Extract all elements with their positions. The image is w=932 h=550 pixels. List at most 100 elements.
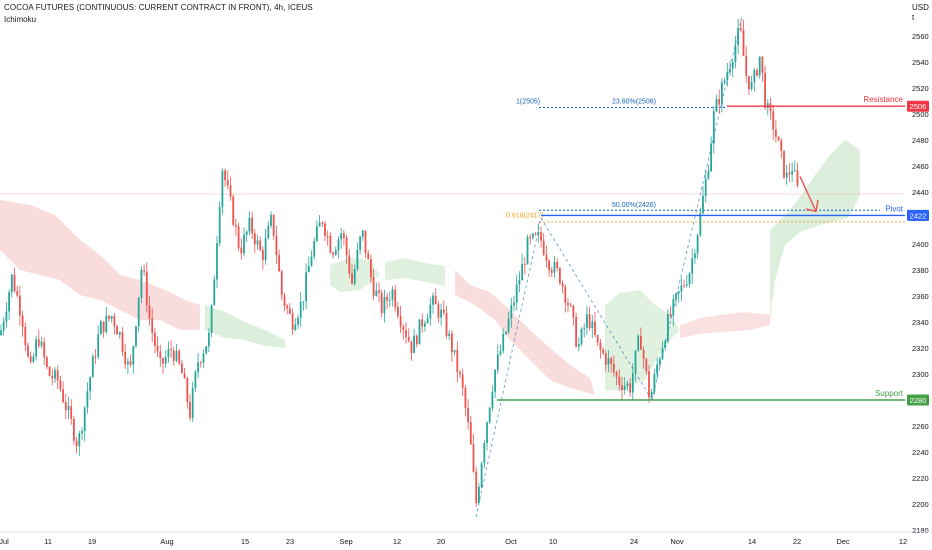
candle-body: [13, 274, 16, 292]
candle-body: [483, 443, 486, 464]
trend-line: [475, 217, 542, 518]
resistance-label: Resistance: [863, 95, 903, 104]
candle-body: [224, 170, 226, 181]
candle-body: [164, 357, 167, 364]
candle-body: [178, 350, 181, 364]
candle-body: [40, 341, 43, 346]
candle-body: [267, 225, 270, 239]
candle-body: [375, 290, 378, 296]
candle-body: [469, 422, 472, 445]
candle-body: [410, 341, 413, 354]
candle-body: [494, 369, 496, 392]
candle-body: [648, 371, 650, 398]
price-tick: 2220: [912, 474, 929, 483]
price-tick: 2240: [912, 448, 929, 457]
candle-body: [499, 350, 502, 355]
candle-body: [650, 391, 653, 398]
candle-body: [448, 333, 451, 336]
candle-body: [264, 238, 267, 260]
candle-body: [183, 373, 186, 379]
candle-body: [270, 214, 272, 226]
candle-body: [283, 295, 286, 306]
candle-body: [413, 335, 415, 354]
candle-body: [434, 295, 437, 305]
candle-body: [313, 241, 316, 257]
candle-body: [537, 232, 540, 235]
candle-body: [478, 486, 480, 503]
candle-body: [240, 247, 243, 254]
time-tick: 12: [393, 537, 401, 546]
unit-label: t: [912, 13, 915, 22]
time-tick: Sep: [339, 537, 352, 546]
pivot-price-tag: [907, 209, 929, 221]
candle-body: [108, 315, 110, 319]
candle-body: [721, 82, 723, 105]
candle-body: [642, 349, 645, 359]
support-price-text: 2280: [910, 396, 927, 405]
candle-body: [424, 323, 426, 327]
candle-body: [299, 301, 302, 318]
cloud-segment: [385, 258, 445, 286]
candle-body: [121, 332, 124, 352]
price-tick: 2400: [912, 240, 929, 249]
candle-body: [351, 273, 353, 284]
candle-body: [278, 255, 280, 272]
candle-body: [553, 262, 556, 273]
candle-body: [699, 213, 702, 235]
candle-body: [135, 326, 137, 347]
candle-body: [604, 353, 607, 365]
candle-body: [29, 356, 32, 362]
candle-body: [515, 284, 518, 303]
candle-body: [464, 387, 467, 408]
candle-body: [432, 295, 434, 305]
candle-body: [253, 233, 256, 245]
currency-unit[interactable]: USD t: [912, 3, 929, 23]
candle-body: [685, 284, 688, 286]
candle-body: [251, 217, 253, 234]
candle-body: [707, 171, 710, 179]
indicator-label[interactable]: Ichimoku: [4, 15, 37, 24]
candle-body: [548, 260, 550, 271]
fib-1-label: 1(2505): [516, 99, 540, 106]
time-tick: 22: [793, 537, 801, 546]
time-tick: Oct: [505, 537, 518, 546]
candle-body: [305, 272, 307, 302]
cloud-segment: [455, 270, 595, 395]
price-tick: 2380: [912, 266, 929, 275]
candle-body: [94, 356, 97, 358]
candle-body: [27, 345, 29, 357]
candle-body: [89, 377, 91, 392]
candle-body: [302, 301, 305, 303]
candle-body: [275, 235, 278, 256]
candle-body: [634, 350, 637, 373]
candlesticks: [0, 18, 799, 507]
candle-body: [513, 302, 515, 306]
candle-body: [129, 361, 132, 365]
candle-body: [48, 366, 51, 376]
candle-body: [116, 326, 118, 335]
candle-body: [56, 370, 59, 381]
candle-body: [402, 326, 405, 330]
candle-body: [110, 316, 113, 319]
candle-body: [491, 391, 494, 408]
candle-body: [259, 240, 262, 251]
price-tick: 2440: [912, 188, 929, 197]
candle-body: [291, 313, 294, 330]
candle-body: [739, 27, 742, 30]
candle-body: [618, 376, 621, 385]
candle-body: [2, 321, 5, 331]
candle-body: [372, 277, 375, 296]
candle-body: [91, 356, 94, 378]
candle-body: [629, 383, 631, 393]
candle-body: [256, 240, 259, 245]
candle-body: [248, 217, 251, 232]
candle-body: [143, 270, 145, 272]
candle-body: [561, 283, 564, 287]
candle-body: [334, 250, 337, 255]
candle-body: [480, 463, 483, 487]
candle-body: [518, 280, 521, 285]
candle-body: [102, 321, 105, 333]
candle-body: [415, 335, 418, 345]
